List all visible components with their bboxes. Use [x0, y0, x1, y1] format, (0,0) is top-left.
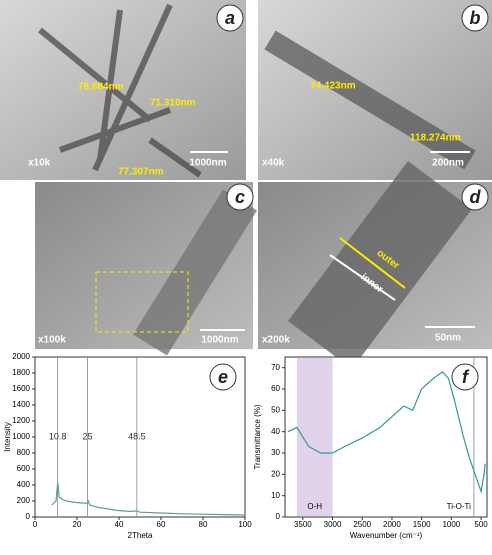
rods-b — [264, 30, 476, 170]
scale-label: 1000nm — [201, 335, 238, 346]
x-tick-label: 500 — [474, 520, 488, 529]
x-tick-label: 100 — [238, 520, 252, 529]
rods-a — [38, 3, 202, 178]
x-tick-label: 0 — [33, 520, 38, 529]
zoom-box — [95, 271, 189, 333]
scale-label: 200nm — [432, 158, 464, 169]
x-tick-label: 1500 — [413, 520, 431, 529]
panel-letter-circle — [451, 363, 479, 391]
plot-area — [34, 356, 246, 518]
reference-label: 48.5 — [128, 431, 146, 441]
reference-label: 10.8 — [49, 431, 67, 441]
rods-d — [288, 161, 472, 369]
y-tick-label: 400 — [17, 480, 31, 489]
x-axis-label: Wavenumber (cm⁻¹) — [350, 531, 423, 540]
x-tick-label: 80 — [199, 520, 208, 529]
tem-images — [0, 0, 492, 369]
magnification: x200k — [262, 335, 290, 346]
data-line — [287, 371, 486, 494]
rods-c — [133, 189, 257, 356]
panel-letter-circle — [461, 4, 489, 32]
panel-letter: a — [225, 8, 235, 28]
panel-letter: e — [218, 367, 228, 387]
y-tick-label: 1400 — [12, 400, 30, 409]
y-tick-label: 0 — [26, 512, 31, 521]
panel-letter: d — [470, 187, 482, 207]
panel-letter: c — [235, 187, 245, 207]
x-tick-label: 40 — [115, 520, 124, 529]
magnification: x40k — [262, 158, 285, 169]
y-tick-label: 1000 — [12, 432, 30, 441]
reference-label: 25 — [82, 431, 92, 441]
y-tick-label: 70 — [271, 363, 280, 372]
magnification: x10k — [28, 158, 51, 169]
y-tick-label: 200 — [17, 496, 31, 505]
measurement-label: 118.274nm — [410, 133, 461, 144]
scale-label: 50nm — [435, 333, 461, 344]
y-tick-label: 50 — [271, 405, 280, 414]
x-tick-label: 60 — [157, 520, 166, 529]
y-tick-label: 800 — [17, 448, 31, 457]
measurement-label: 78.884nm — [78, 82, 124, 93]
y-tick-label: 2000 — [12, 352, 30, 361]
panel-letter: b — [470, 8, 481, 28]
data-line — [51, 482, 246, 516]
panel-letter-circle — [461, 183, 489, 211]
y-tick-label: 1800 — [12, 368, 30, 377]
panel-letter-circle — [209, 363, 237, 391]
panel-letter-circle — [216, 4, 244, 32]
y-tick-label: 1200 — [12, 416, 30, 425]
x-tick-label: 3000 — [324, 520, 342, 529]
outer-arrow — [339, 237, 406, 289]
x-tick-label: 2500 — [353, 520, 371, 529]
measurement-label: 71.310nm — [150, 98, 196, 109]
x-tick-label: 3500 — [294, 520, 312, 529]
inner-arrow — [329, 254, 396, 301]
y-tick-label: 60 — [271, 384, 280, 393]
measurement-label: 74.423nm — [310, 81, 356, 92]
panel-letter-circle — [226, 183, 254, 211]
measurement-label: 77.307nm — [118, 167, 164, 178]
y-tick-label: 40 — [271, 427, 280, 436]
x-axis-label: 2Theta — [128, 531, 153, 540]
x-tick-label: 1000 — [442, 520, 460, 529]
y-tick-label: 20 — [271, 469, 280, 478]
y-tick-label: 1600 — [12, 384, 30, 393]
y-tick-label: 10 — [271, 491, 280, 500]
y-axis-label: Intensity — [3, 422, 12, 452]
x-tick-label: 20 — [73, 520, 82, 529]
magnification: x100k — [38, 335, 66, 346]
reference-label: Ti-O-Ti — [447, 502, 472, 511]
y-tick-label: 0 — [276, 512, 281, 521]
x-tick-label: 2000 — [383, 520, 401, 529]
band-label: O-H — [307, 502, 322, 511]
y-tick-label: 30 — [271, 448, 280, 457]
y-axis-label: Transmittance (%) — [253, 404, 262, 469]
panel-letter: f — [462, 367, 470, 387]
scale-label: 1000nm — [189, 158, 226, 169]
y-tick-label: 600 — [17, 464, 31, 473]
